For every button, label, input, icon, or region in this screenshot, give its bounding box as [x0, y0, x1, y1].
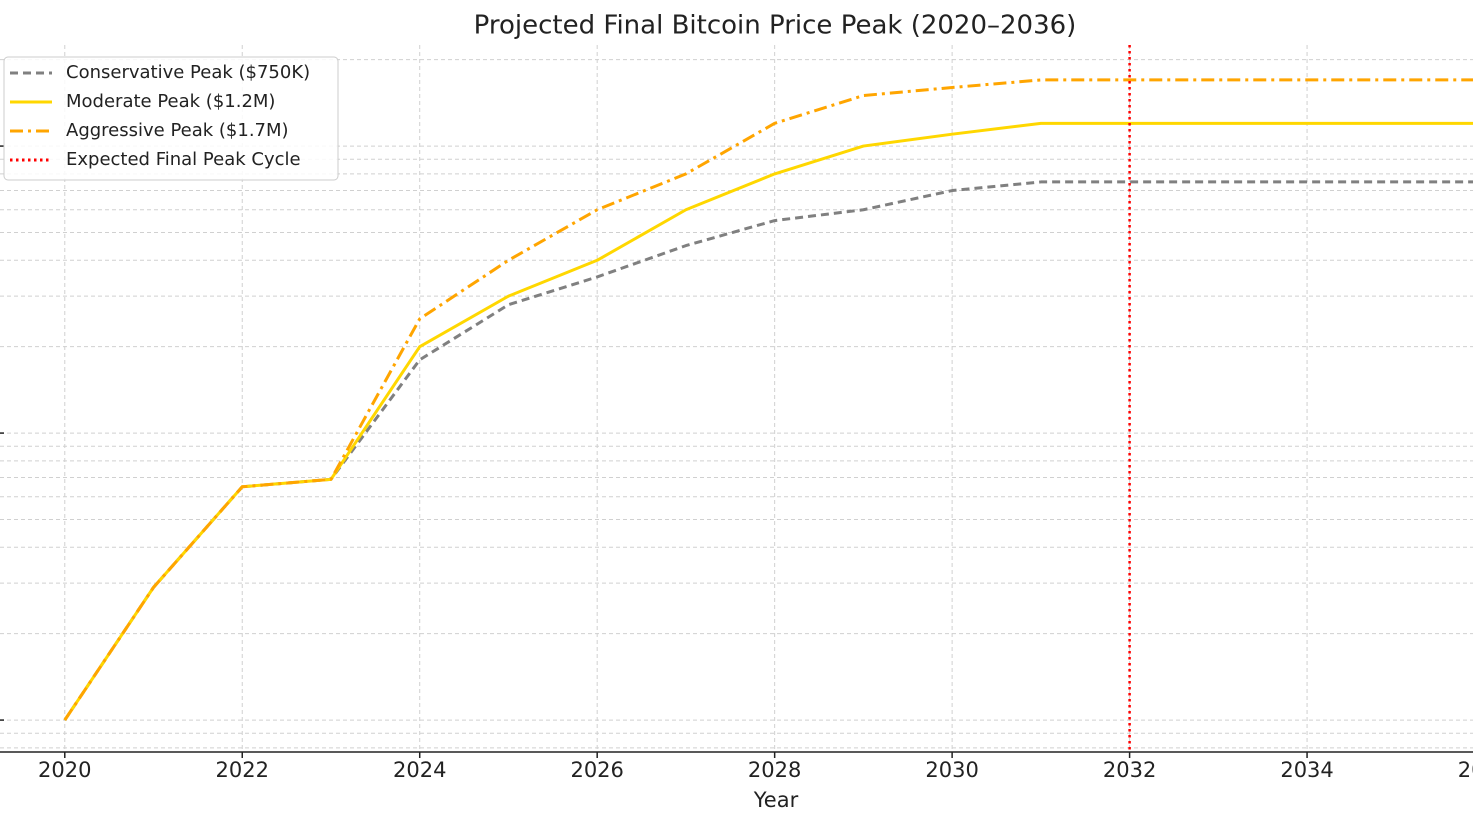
- x-tick-label: 2024: [393, 758, 446, 782]
- x-tick-label: 2022: [216, 758, 269, 782]
- legend-label: Conservative Peak ($750K): [66, 62, 310, 83]
- series-line: [63, 78, 1473, 721]
- series-line: [63, 180, 1473, 721]
- x-axis-label: Year: [753, 788, 799, 812]
- x-tick-label: 2026: [570, 758, 623, 782]
- x-tick-label: 2030: [925, 758, 978, 782]
- chart-title: Projected Final Bitcoin Price Peak (2020…: [474, 11, 1077, 41]
- legend: Conservative Peak ($750K) Moderate Peak (…: [3, 56, 339, 181]
- x-tick-label: 2032: [1103, 758, 1156, 782]
- legend-box: [3, 56, 339, 181]
- x-tick-label: 2036: [1458, 758, 1473, 782]
- x-tick-label: 2028: [748, 758, 801, 782]
- series-line: [63, 121, 1473, 721]
- legend-label: Moderate Peak ($1.2M): [66, 91, 275, 112]
- legend-label: Expected Final Peak Cycle: [66, 149, 301, 170]
- legend-label: Aggressive Peak ($1.7M): [66, 120, 289, 141]
- x-tick-label: 2020: [38, 758, 91, 782]
- x-tick-label: 2034: [1280, 758, 1333, 782]
